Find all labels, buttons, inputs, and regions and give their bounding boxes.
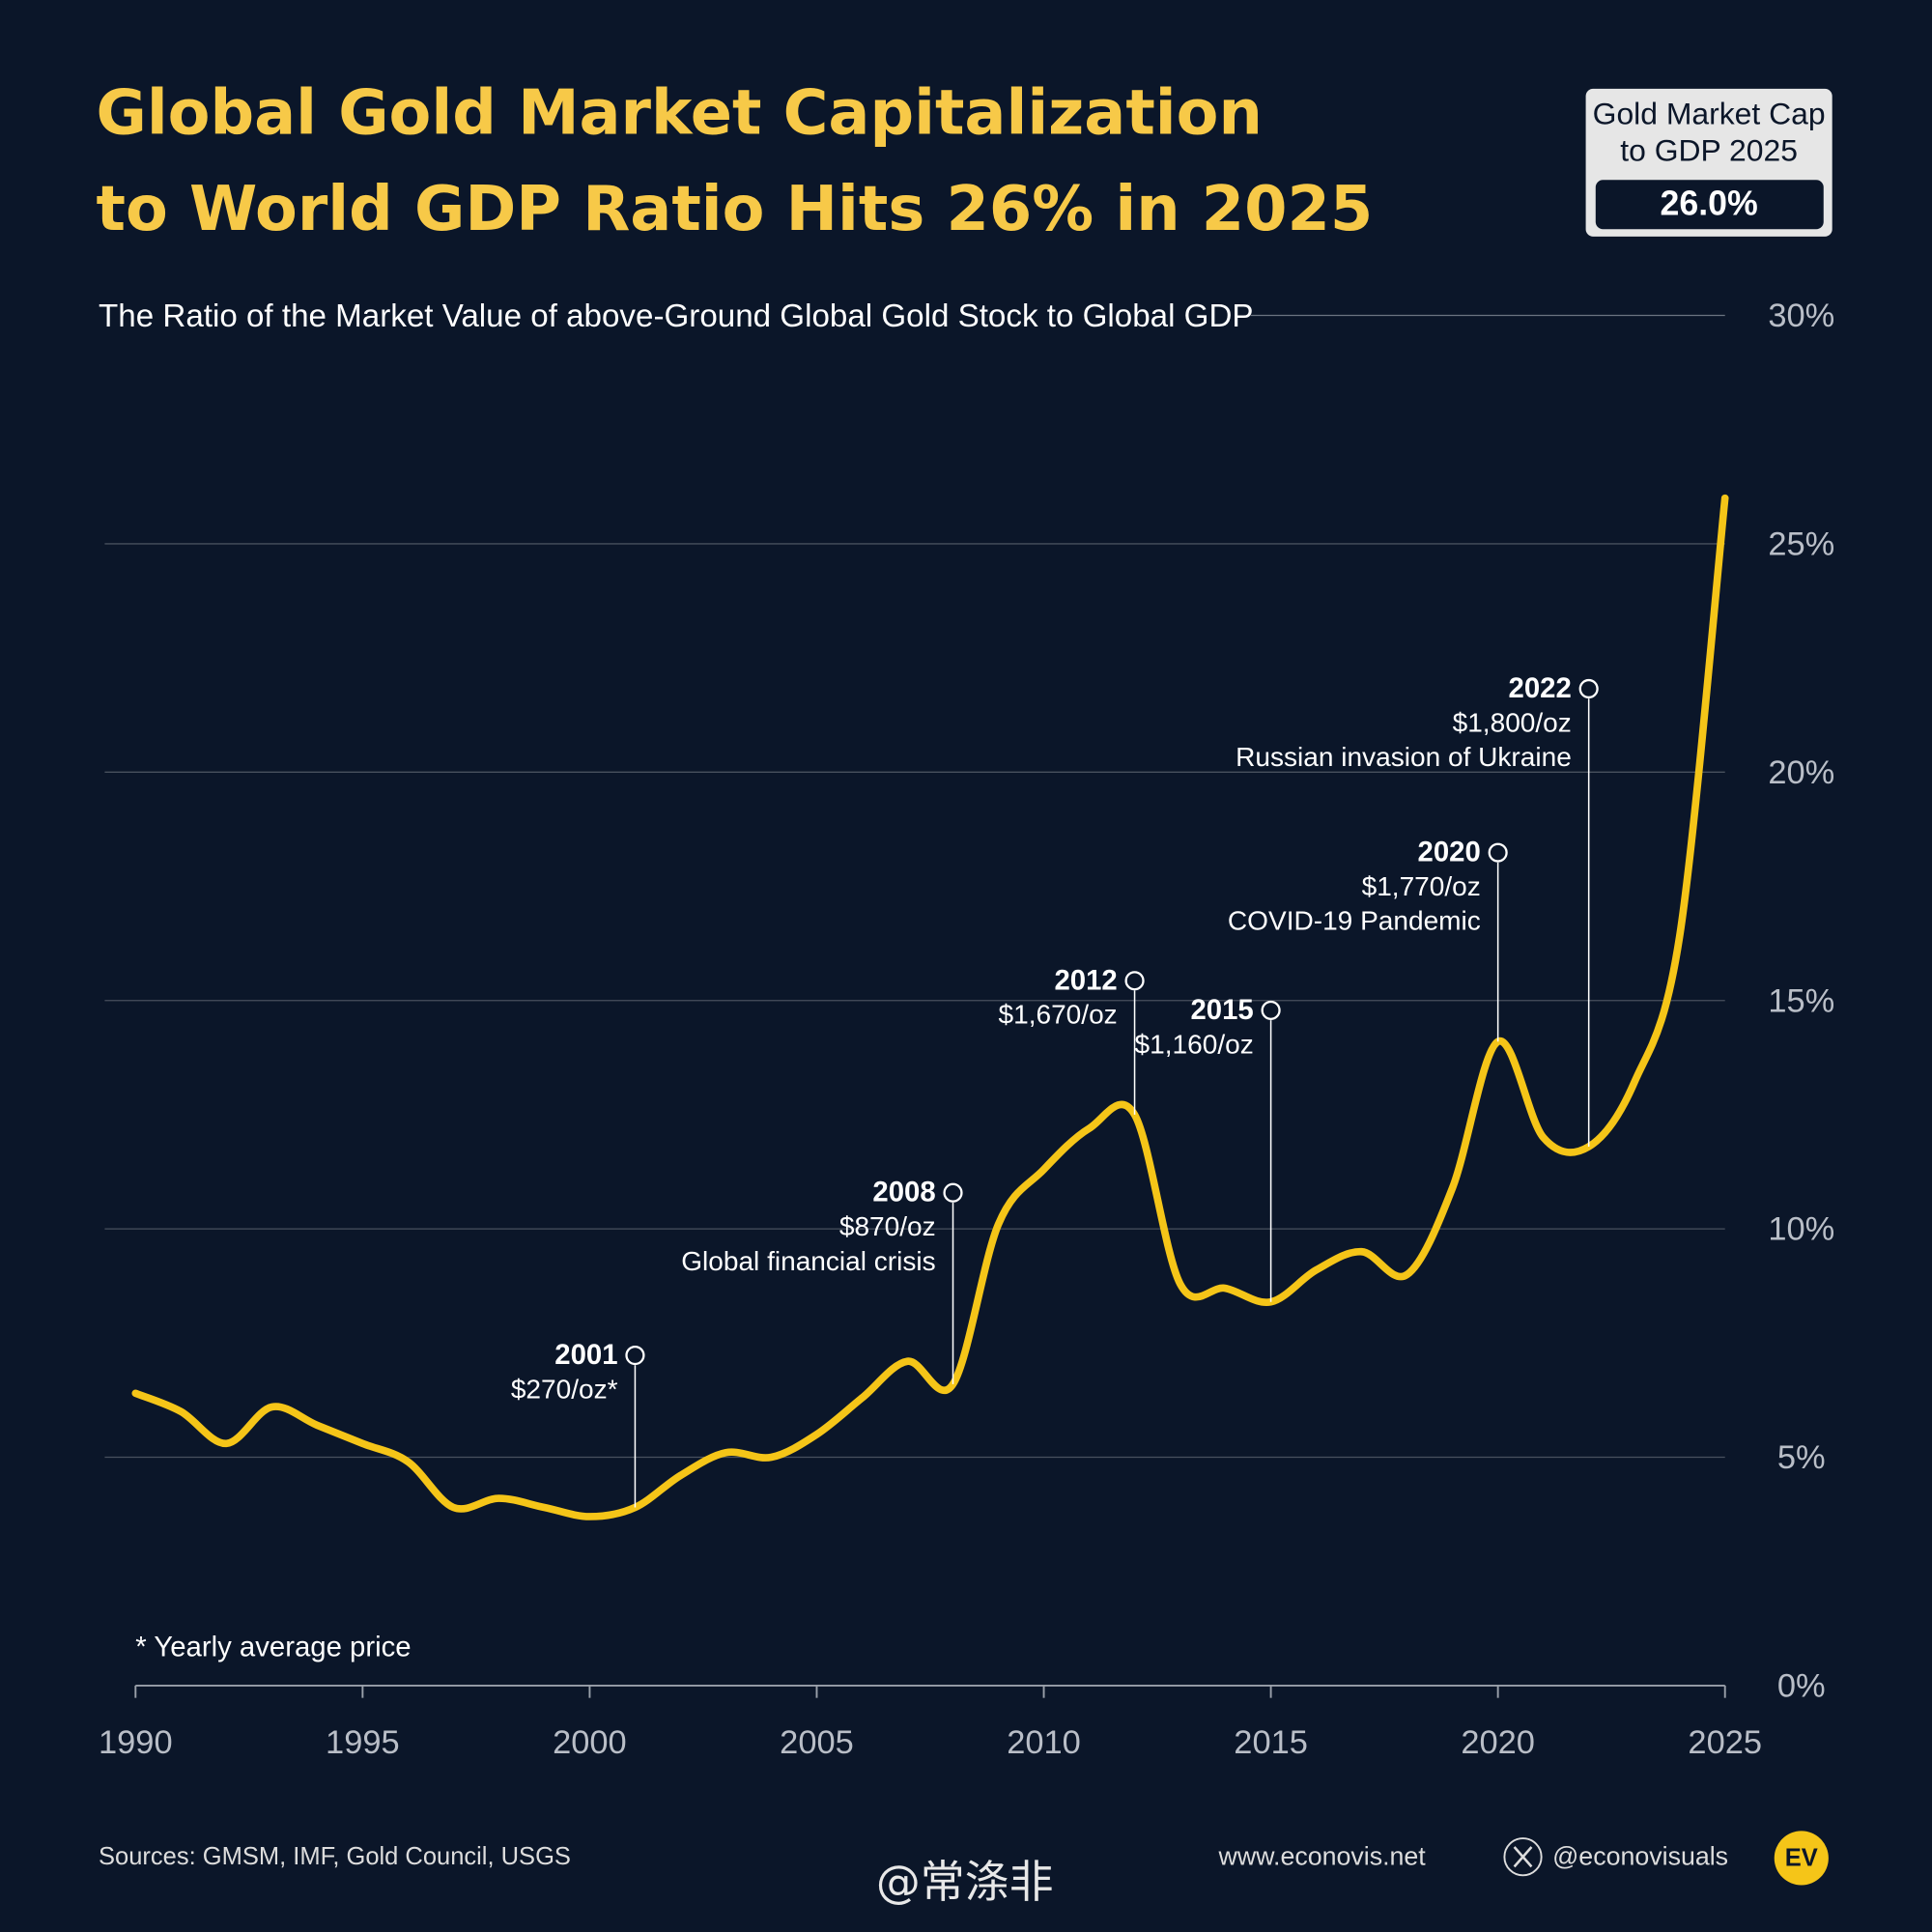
logo-circle <box>1774 1831 1829 1886</box>
watermark: @常涤非 <box>876 1856 1054 1908</box>
x-tick-label: 2015 <box>1234 1724 1308 1761</box>
annotation-price: $870/oz <box>839 1211 936 1241</box>
chart-title: to World GDP Ratio Hits 26% in 2025 <box>96 174 1373 245</box>
annotation-marker <box>1488 842 1508 863</box>
handle: @econovisuals <box>1552 1842 1728 1871</box>
annotation-marker <box>1578 678 1599 699</box>
x-tick-label: 2000 <box>553 1724 627 1761</box>
data-line <box>131 494 1729 1520</box>
annotation-year: 2012 <box>1054 964 1117 996</box>
annotation-year: 2020 <box>1418 837 1481 868</box>
annotation-price: $270/oz* <box>511 1374 618 1404</box>
x-icon <box>1513 1846 1533 1868</box>
annotation-price: $1,800/oz <box>1453 707 1572 737</box>
annotation-note: COVID-19 Pandemic <box>1228 906 1481 936</box>
annotation-price: $1,770/oz <box>1362 871 1481 901</box>
x-tick-label: 1990 <box>99 1724 173 1761</box>
annotation-marker <box>625 1345 645 1366</box>
y-tick-label: 20% <box>1768 754 1834 791</box>
badge-value: 26.0% <box>1661 184 1758 222</box>
badge: Gold Market Cap to GDP 2025 26.0% <box>1585 88 1833 237</box>
annotation-marker <box>1124 971 1145 991</box>
annotation-marker <box>943 1182 963 1203</box>
badge-value-box <box>1595 180 1824 230</box>
y-tick-label: 15% <box>1768 982 1834 1019</box>
x-tick-label: 2020 <box>1461 1724 1535 1761</box>
logo: EV <box>1785 1844 1818 1871</box>
annotation-year: 2001 <box>554 1339 617 1371</box>
y-tick-label: 25% <box>1768 526 1834 563</box>
annotation-price: $1,160/oz <box>1135 1029 1254 1059</box>
x-tick-label: 1995 <box>326 1724 400 1761</box>
annotation-year: 2008 <box>872 1177 935 1208</box>
website: www.econovis.net <box>1218 1842 1427 1871</box>
annotation-price: $1,670/oz <box>999 1000 1118 1030</box>
x-icon <box>1503 1837 1543 1877</box>
y-tick-label: 5% <box>1777 1439 1826 1476</box>
annotation-year: 2015 <box>1190 994 1253 1026</box>
badge-label: Gold Market Cap <box>1593 96 1826 130</box>
x-tick-label: 2005 <box>780 1724 854 1761</box>
footnote: * Yearly average price <box>135 1631 411 1662</box>
sources: Sources: GMSM, IMF, Gold Council, USGS <box>99 1843 571 1870</box>
annotation-year: 2022 <box>1509 672 1572 704</box>
subtitle: The Ratio of the Market Value of above-G… <box>99 298 1253 334</box>
y-tick-label: 0% <box>1777 1668 1826 1705</box>
y-tick-label: 10% <box>1768 1211 1834 1248</box>
badge-label: to GDP 2025 <box>1620 133 1798 168</box>
x-tick-label: 2025 <box>1688 1724 1762 1761</box>
annotation-note: Global financial crisis <box>681 1246 935 1276</box>
y-tick-label: 30% <box>1768 298 1834 334</box>
chart-title: Global Gold Market Capitalization <box>96 78 1262 150</box>
annotation-note: Russian invasion of Ukraine <box>1236 742 1572 772</box>
x-tick-label: 2010 <box>1007 1724 1081 1761</box>
annotation-marker <box>1261 1000 1281 1020</box>
